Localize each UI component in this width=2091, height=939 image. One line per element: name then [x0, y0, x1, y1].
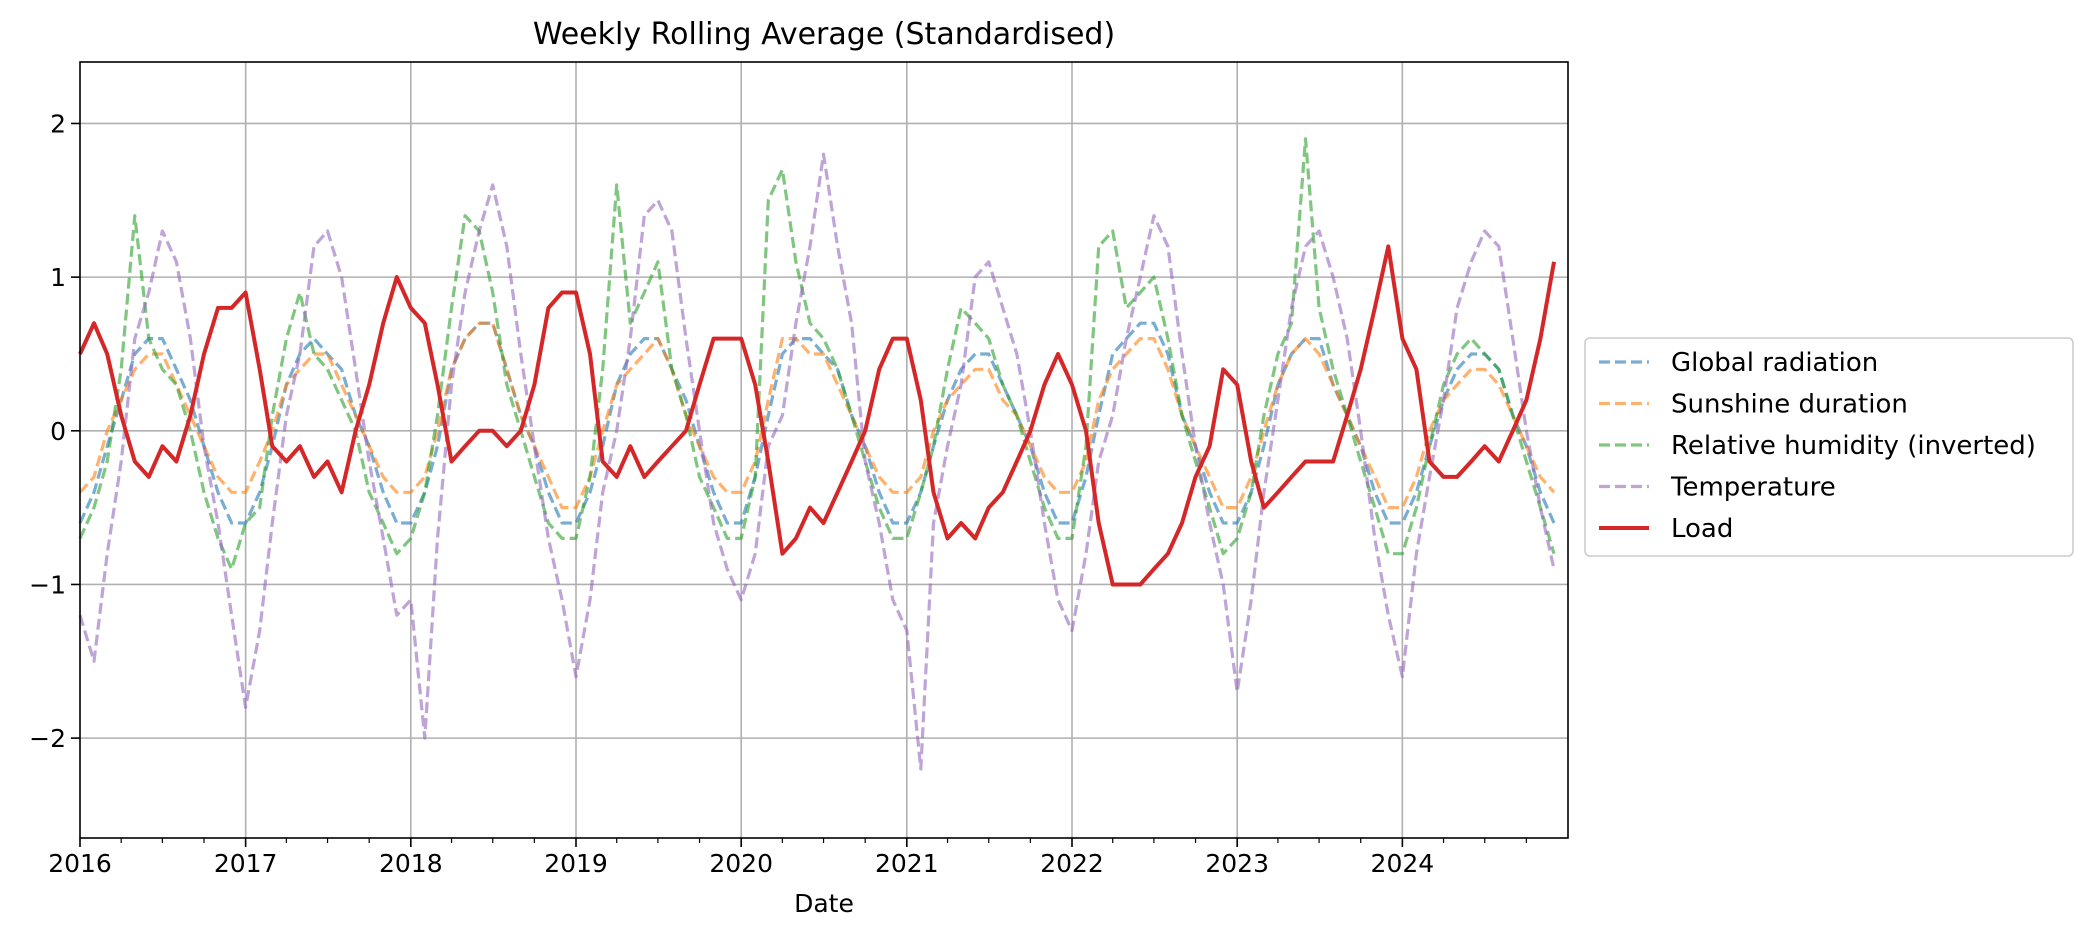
series-line-4 — [78, 244, 1556, 587]
y-tick-label: 1 — [50, 263, 66, 292]
legend-label: Load — [1671, 514, 1733, 544]
x-tick-label: 2021 — [875, 849, 939, 878]
series-line-1 — [78, 321, 1556, 510]
x-axis: 2016 2017 2018 2019 2020 2021 2022 2023 2024 — [48, 838, 1527, 878]
series-line-2 — [78, 137, 1556, 571]
x-tick-label: 2019 — [544, 849, 608, 878]
legend-label: Sunshine duration — [1671, 390, 1908, 420]
x-tick-label: 2023 — [1205, 849, 1269, 878]
series-line-0 — [78, 321, 1556, 525]
legend-label: Global radiation — [1671, 348, 1878, 378]
grid — [80, 62, 1568, 838]
chart-title: Weekly Rolling Average (Standardised) — [533, 17, 1115, 52]
series-lines — [78, 137, 1556, 771]
legend-label: Temperature — [1670, 473, 1836, 503]
y-tick-label: 0 — [50, 417, 66, 446]
y-tick-label: −2 — [29, 724, 66, 753]
x-tick-label: 2018 — [379, 849, 443, 878]
y-axis: −2 −1 0 1 2 — [29, 109, 80, 753]
series-line-3 — [78, 152, 1556, 771]
legend: Global radiation Sunshine duration Relativ… — [1584, 337, 2074, 557]
legend-label: Relative humidity (inverted) — [1671, 431, 2036, 461]
y-tick-label: 2 — [50, 109, 66, 138]
y-tick-label: −1 — [29, 570, 66, 599]
x-axis-label: Date — [794, 889, 854, 918]
x-tick-label: 2022 — [1040, 849, 1104, 878]
legend-box — [1584, 337, 2074, 557]
x-tick-label: 2017 — [214, 849, 278, 878]
x-tick-label: 2024 — [1371, 849, 1435, 878]
x-tick-label: 2016 — [48, 849, 112, 878]
x-tick-label: 2020 — [709, 849, 773, 878]
